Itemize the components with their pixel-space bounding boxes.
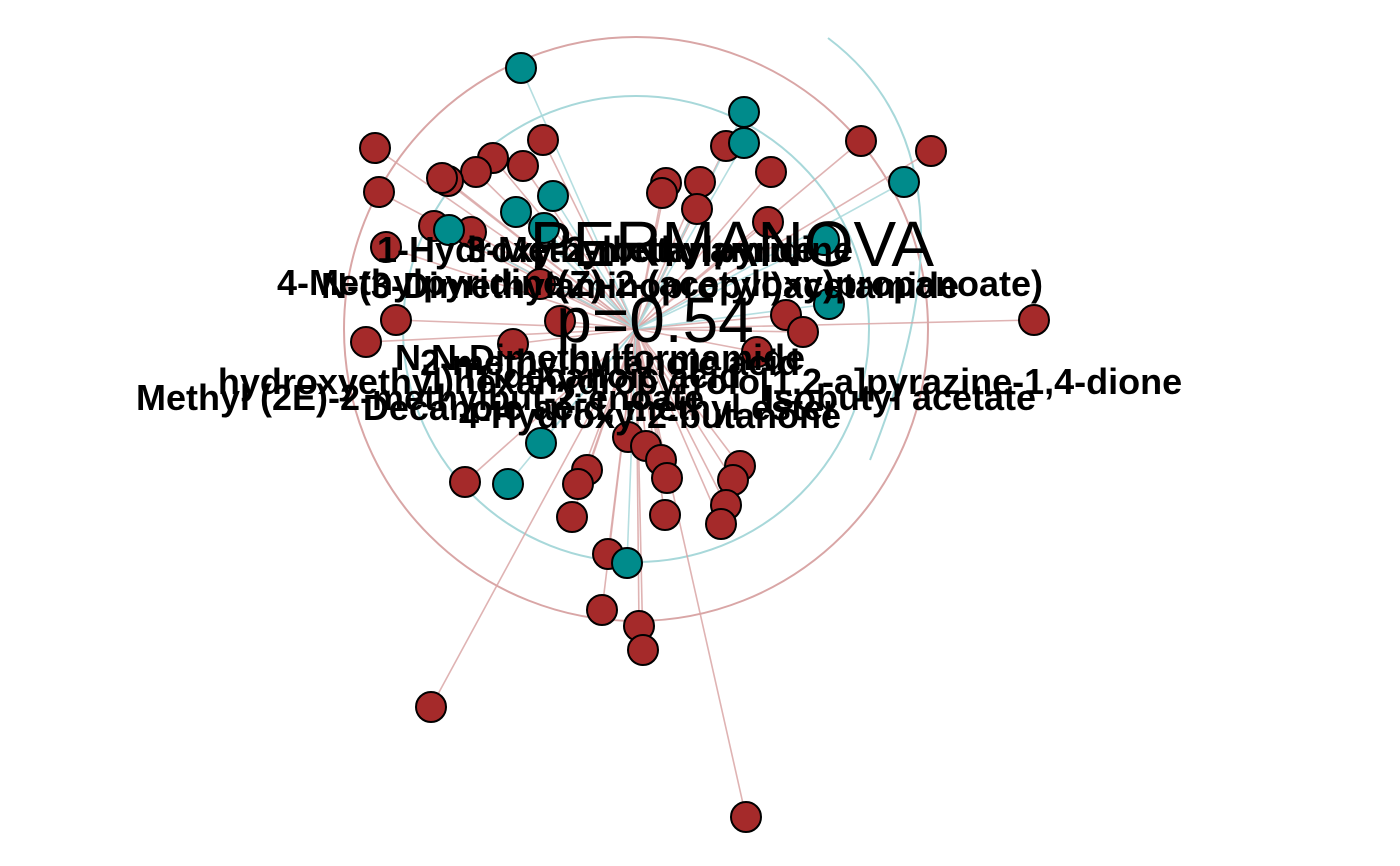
- group-b-point: [492, 468, 524, 500]
- group-a-point: [380, 304, 412, 336]
- group-b-point: [728, 96, 760, 128]
- group-a-point: [370, 231, 402, 263]
- group-a-point: [586, 594, 618, 626]
- feature-label: Isobutyl acetate: [764, 377, 1036, 418]
- group-b-point: [433, 214, 465, 246]
- group-a-point: [681, 193, 713, 225]
- group-b-point: [888, 166, 920, 198]
- permanova-pvalue: p=0.54: [556, 284, 754, 356]
- feature-label: 2-methylbutanoic acid: [420, 342, 800, 383]
- group-a-point: [1018, 304, 1050, 336]
- group-a-spoke: [542, 139, 637, 330]
- group-a-point: [544, 305, 576, 337]
- group-a-point: [705, 508, 737, 540]
- group-a-point: [350, 326, 382, 358]
- group-a-spoke: [635, 328, 722, 525]
- group-a-point: [507, 150, 539, 182]
- group-b-point: [505, 52, 537, 84]
- group-a-spoke: [635, 140, 862, 330]
- feature-label: N,N-Dimethylformamide: [395, 337, 805, 378]
- feature-label: hydroxyethyl)hexahydropyrrolo[1,2-a]pyra…: [218, 361, 1182, 402]
- group-a-point: [556, 501, 588, 533]
- group-a-spoke: [635, 328, 747, 818]
- feature-label: Methyl (2E)-2-methylbut-2-enoate: [136, 377, 704, 418]
- feature-label: 4-Methylpyridine: [277, 262, 563, 303]
- group-a-spoke: [492, 157, 637, 330]
- group-b-ellipse-outer-arc: [827, 37, 923, 461]
- group-a-point: [649, 499, 681, 531]
- permanova-annotation: PERMANOVA p=0.54: [530, 208, 935, 356]
- feature-label: (Z)-2-(acetyloxy)propanoate): [557, 263, 1043, 304]
- sample-points: [350, 52, 1050, 833]
- group-a-point: [426, 162, 458, 194]
- group-b-spoke: [520, 67, 637, 330]
- group-a-spoke: [635, 171, 772, 330]
- group-a-spoke: [635, 328, 644, 651]
- group-a-point: [359, 132, 391, 164]
- group-b-point: [813, 288, 845, 320]
- group-a-spoke: [385, 246, 637, 330]
- group-b-point: [728, 127, 760, 159]
- group-a-spoke: [464, 328, 637, 483]
- group-b-spoke: [635, 142, 745, 330]
- group-a-point: [627, 634, 659, 666]
- group-a-point: [915, 135, 947, 167]
- group-b-spoke: [552, 195, 637, 330]
- group-a-spoke: [441, 177, 637, 330]
- feature-label: Decanoic acid, methyl ester: [363, 387, 837, 428]
- group-a-spoke: [635, 328, 758, 353]
- group-b-point: [537, 180, 569, 212]
- group-a-point: [524, 268, 556, 300]
- group-a-spoke: [635, 319, 1035, 330]
- group-a-point: [449, 466, 481, 498]
- group-a-point: [646, 177, 678, 209]
- group-b-spoke: [543, 227, 637, 330]
- group-a-point: [562, 468, 594, 500]
- group-a-spoke: [635, 328, 741, 467]
- feature-label: 1-Hydroxy-2-methylpyridine: [377, 229, 853, 270]
- group-a-point: [363, 176, 395, 208]
- group-a-spoke: [635, 328, 727, 506]
- feature-label: N-(3-Dimethylaminopropyl)acetamide: [321, 265, 959, 306]
- group-b-point: [808, 224, 840, 256]
- group-a-point: [527, 124, 559, 156]
- group-a-spoke: [635, 328, 804, 333]
- group-a-point: [752, 206, 784, 238]
- group-a-spoke: [539, 283, 637, 330]
- group-b-point: [525, 427, 557, 459]
- group-b-spoke: [635, 239, 825, 330]
- group-a-point: [497, 328, 529, 360]
- feature-label: Tridecanoic acid: [459, 355, 741, 396]
- feature-label: 4-Hydroxy-2-butanone: [459, 395, 841, 436]
- group-a-point: [730, 801, 762, 833]
- group-a-spoke: [635, 192, 663, 330]
- group-a-spoke: [635, 328, 734, 481]
- feature-label: 3-Methylbutanamide: [466, 229, 814, 270]
- group-b-point: [500, 196, 532, 228]
- group-a-spoke: [635, 328, 647, 447]
- group-a-point: [684, 166, 716, 198]
- group-a-spoke: [374, 147, 637, 330]
- group-a-spoke: [635, 150, 932, 330]
- group-a-point: [651, 462, 683, 494]
- group-a-point: [787, 316, 819, 348]
- group-a-point: [415, 691, 447, 723]
- feature-labels: 1-Hydroxy-2-methylpyridine3-Methylbutana…: [136, 229, 1182, 436]
- group-b-spoke: [635, 181, 905, 330]
- group-a-spoke: [430, 328, 637, 708]
- group-a-spoke: [635, 314, 787, 330]
- group-b-point: [611, 547, 643, 579]
- group-a-point: [741, 336, 773, 368]
- group-a-spoke: [512, 328, 637, 345]
- permanova-title: PERMANOVA: [530, 208, 935, 280]
- group-a-point: [845, 125, 877, 157]
- group-b-point: [528, 212, 560, 244]
- group-a-spoke: [395, 319, 637, 330]
- group-a-point: [460, 156, 492, 188]
- group-b-spoke: [507, 328, 637, 485]
- group-a-point: [755, 156, 787, 188]
